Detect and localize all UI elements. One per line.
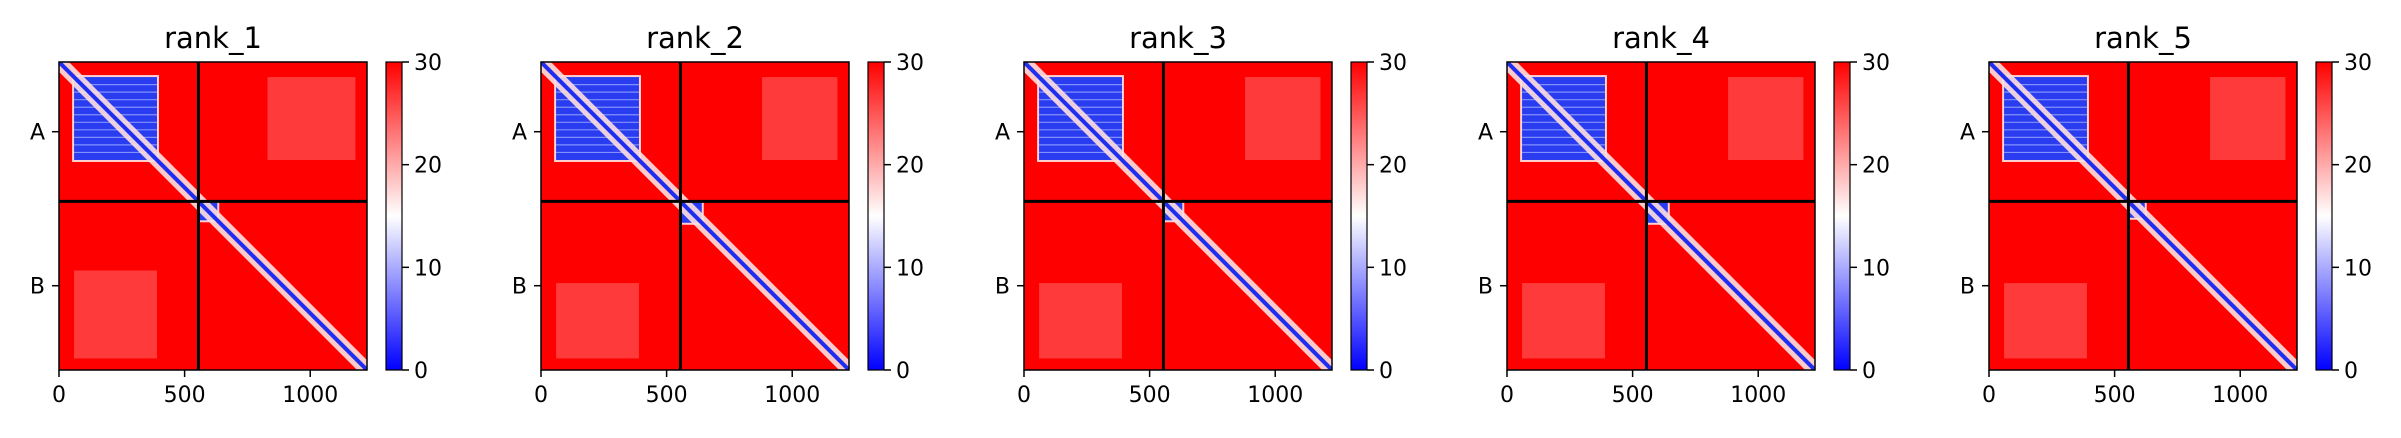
colorbar <box>386 62 402 370</box>
chain-label-A: A <box>1960 121 1975 146</box>
light-region-1 <box>762 77 838 160</box>
colorbar-tick-label: 30 <box>414 51 442 76</box>
colorbar-tick-label: 10 <box>896 256 924 281</box>
chart-title: rank_1 <box>164 21 262 55</box>
chain-label-B: B <box>995 275 1010 300</box>
diagonal <box>1024 62 1332 370</box>
colorbar-tick-label: 20 <box>2344 154 2372 179</box>
heatmap-frame <box>1506 61 1816 371</box>
colorbar-tick-label: 20 <box>896 154 924 179</box>
chain-label-B: B <box>1478 275 1493 300</box>
colorbar-frame <box>385 61 403 371</box>
light-region-1 <box>1245 77 1321 160</box>
light-region-1 <box>267 77 356 160</box>
colorbar-tick-label: 0 <box>1379 359 1393 384</box>
colorbar-tick-label: 20 <box>1862 154 1890 179</box>
light-region-2 <box>556 283 639 359</box>
chain-label-A: A <box>995 121 1010 146</box>
chain-label-A: A <box>1478 121 1493 146</box>
x-tick-label: 1000 <box>2212 383 2268 408</box>
chain-label-B: B <box>512 275 527 300</box>
colorbar-frame <box>2315 61 2333 371</box>
colorbar <box>2316 62 2332 370</box>
heatmap-frame <box>1023 61 1333 371</box>
x-tick-label: 500 <box>164 383 206 408</box>
x-tick-label: 0 <box>1982 383 1996 408</box>
colorbar-frame <box>1350 61 1368 371</box>
colorbar-tick-label: 10 <box>414 256 442 281</box>
heatmap-cells <box>1989 62 2297 370</box>
x-tick-label: 500 <box>646 383 688 408</box>
chain-label-A: A <box>30 121 45 146</box>
colorbar <box>868 62 884 370</box>
chart-title: rank_4 <box>1612 21 1710 55</box>
light-region-1 <box>2210 77 2286 160</box>
chart-title: rank_3 <box>1129 21 1227 55</box>
heatmap-frame <box>1988 61 2298 371</box>
colorbar-tick-label: 30 <box>2344 51 2372 76</box>
heatmap-panel-2: rank_2 0 500 1000 A B 0 10 20 30 <box>512 21 924 408</box>
light-region-2 <box>2004 283 2087 359</box>
x-tick-label: 1000 <box>282 383 338 408</box>
colorbar-tick-label: 0 <box>896 359 910 384</box>
light-region-2 <box>1039 283 1122 359</box>
colorbar-tick-label: 0 <box>2344 359 2358 384</box>
colorbar-frame <box>867 61 885 371</box>
heatmap-panel-5: rank_5 0 500 1000 A B 0 10 20 30 <box>1960 21 2372 408</box>
colorbar-tick-label: 20 <box>1379 154 1407 179</box>
x-tick-label: 500 <box>2094 383 2136 408</box>
diagonal <box>1989 62 2297 370</box>
colorbar-tick-label: 0 <box>414 359 428 384</box>
chain-label-A: A <box>512 121 527 146</box>
diagonal <box>541 62 849 370</box>
colorbar-tick-label: 10 <box>1379 256 1407 281</box>
heatmap-cells <box>1024 62 1332 370</box>
colorbar-tick-label: 20 <box>414 154 442 179</box>
colorbar-tick-label: 30 <box>896 51 924 76</box>
chart-title: rank_5 <box>2094 21 2192 55</box>
diagonal <box>1507 62 1815 370</box>
colorbar-tick-label: 0 <box>1862 359 1876 384</box>
x-tick-label: 0 <box>52 383 66 408</box>
x-tick-label: 500 <box>1612 383 1654 408</box>
x-tick-label: 0 <box>1017 383 1031 408</box>
x-tick-label: 1000 <box>764 383 820 408</box>
heatmap-frame <box>540 61 850 371</box>
heatmap-panel-1: rank_1 0 500 1000 A B 0 10 20 30 <box>30 21 442 408</box>
chart-title: rank_2 <box>646 21 744 55</box>
colorbar-tick-label: 10 <box>2344 256 2372 281</box>
colorbar-frame <box>1833 61 1851 371</box>
chain-label-B: B <box>1960 275 1975 300</box>
diagonal <box>59 62 367 370</box>
x-tick-label: 1000 <box>1730 383 1786 408</box>
light-region-2 <box>74 270 157 359</box>
colorbar <box>1351 62 1367 370</box>
x-tick-label: 500 <box>1129 383 1171 408</box>
colorbar-tick-label: 30 <box>1379 51 1407 76</box>
x-tick-label: 0 <box>1500 383 1514 408</box>
heatmap-panel-3: rank_3 0 500 1000 A B 0 10 20 30 <box>995 21 1407 408</box>
light-region-2 <box>1522 283 1605 359</box>
heatmap-cells <box>59 62 367 370</box>
heatmap-panel-4: rank_4 0 500 1000 A B 0 10 20 30 <box>1478 21 1890 408</box>
colorbar-tick-label: 30 <box>1862 51 1890 76</box>
x-tick-label: 1000 <box>1247 383 1303 408</box>
heatmap-cells <box>1507 62 1815 370</box>
heatmap-cells <box>541 62 849 370</box>
light-region-1 <box>1728 77 1804 160</box>
colorbar-tick-label: 10 <box>1862 256 1890 281</box>
colorbar <box>1834 62 1850 370</box>
chain-label-B: B <box>30 275 45 300</box>
x-tick-label: 0 <box>534 383 548 408</box>
heatmap-frame <box>58 61 368 371</box>
